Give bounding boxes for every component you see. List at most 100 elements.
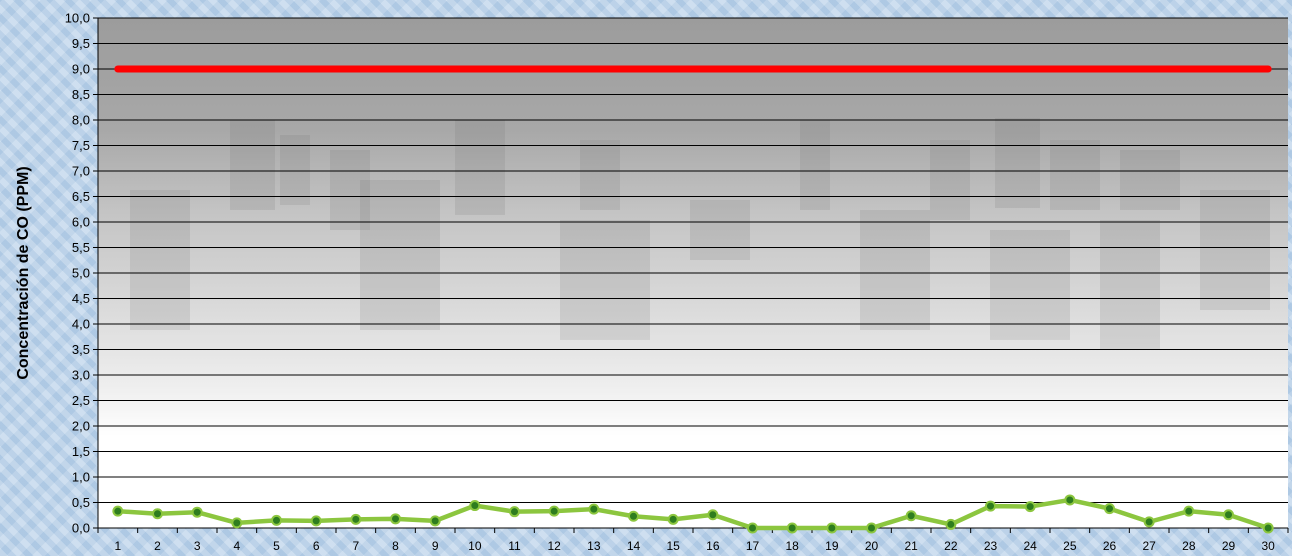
y-tick-label: 5,5	[72, 240, 90, 255]
skyline-building	[1200, 190, 1270, 310]
skyline-building	[455, 120, 505, 215]
skyline-building	[360, 180, 440, 330]
x-tick-label: 29	[1222, 539, 1236, 553]
x-tick-label: 8	[392, 539, 399, 553]
skyline-building	[930, 140, 970, 220]
x-tick-label: 10	[468, 539, 482, 553]
data-point	[231, 517, 243, 529]
y-axis-ticks: 0,0 0,5 1,0 1,5 2,0 2,5 3,0 3,5 4,0 4,5 5,0 5,5 6,0 6…	[65, 11, 99, 536]
data-point	[1262, 522, 1274, 534]
x-tick-label: 21	[904, 539, 918, 553]
x-tick-label: 24	[1023, 539, 1037, 553]
data-point	[429, 515, 441, 527]
y-tick-label: 1,5	[72, 444, 90, 459]
y-tick-label: 6,5	[72, 189, 90, 204]
x-tick-label: 22	[944, 539, 958, 553]
x-tick-label: 26	[1103, 539, 1117, 553]
x-tick-label: 4	[233, 539, 240, 553]
data-point	[548, 505, 560, 517]
skyline-building	[995, 118, 1040, 208]
y-tick-label: 8,0	[72, 113, 90, 128]
data-point	[509, 506, 520, 518]
x-axis-ticks: 1 2 3 4 5 6 7 8 9 10 11 12 13 14 15 16 17 18 19 20 21 22 23 24 2…	[97, 528, 1289, 553]
y-tick-label: 9,0	[72, 62, 90, 77]
data-point	[1143, 516, 1155, 528]
y-tick-label: 4,0	[72, 317, 90, 332]
x-tick-label: 5	[273, 539, 280, 553]
x-tick-label: 13	[587, 539, 601, 553]
data-point	[905, 510, 917, 522]
skyline-building	[800, 120, 830, 210]
y-tick-label: 8,5	[72, 87, 90, 102]
data-point	[1183, 505, 1195, 517]
y-tick-label: 10,0	[65, 11, 90, 26]
y-tick-label: 2,5	[72, 393, 90, 408]
x-tick-label: 14	[627, 539, 641, 553]
data-point	[707, 509, 719, 521]
series-layer	[112, 65, 1274, 534]
x-tick-label: 6	[313, 539, 320, 553]
skyline-building	[280, 135, 310, 205]
data-point	[945, 518, 957, 530]
x-tick-label: 15	[666, 539, 680, 553]
data-point	[1223, 509, 1234, 521]
y-tick-label: 7,5	[72, 138, 90, 153]
skyline-building	[330, 150, 370, 230]
data-point	[667, 513, 679, 525]
y-tick-label: 9,5	[72, 36, 90, 51]
x-tick-label: 27	[1142, 539, 1156, 553]
data-point	[390, 513, 401, 525]
y-tick-label: 3,5	[72, 342, 90, 357]
x-tick-label: 20	[865, 539, 879, 553]
x-tick-label: 25	[1063, 539, 1077, 553]
y-tick-label: 0,0	[72, 521, 90, 536]
gridlines	[98, 17, 1288, 529]
city-skyline-image	[130, 118, 1270, 350]
x-tick-label: 19	[825, 539, 839, 553]
y-tick-label: 4,5	[72, 291, 90, 306]
y-tick-label: 0,5	[72, 495, 90, 510]
skyline-building	[1050, 140, 1100, 210]
series-line-co	[115, 497, 1271, 531]
data-point	[985, 500, 996, 512]
data-point	[866, 522, 877, 534]
y-tick-label: 3,0	[72, 368, 90, 383]
data-point	[588, 503, 600, 515]
data-point	[350, 513, 362, 525]
y-tick-label: 7,0	[72, 164, 90, 179]
data-point	[112, 505, 124, 517]
skyline-building	[580, 140, 620, 210]
data-point	[469, 500, 481, 512]
x-tick-label: 2	[154, 539, 161, 553]
data-point	[786, 522, 798, 534]
x-tick-label: 30	[1261, 539, 1275, 553]
data-point	[1024, 501, 1036, 513]
x-tick-label: 1	[114, 539, 121, 553]
x-tick-label: 18	[785, 539, 799, 553]
y-tick-label: 1,0	[72, 470, 90, 485]
skyline-building	[560, 220, 650, 340]
y-tick-label: 5,0	[72, 266, 90, 281]
y-tick-label: 6,0	[72, 215, 90, 230]
data-point	[191, 506, 203, 518]
skyline-building	[130, 190, 190, 330]
x-tick-label: 16	[706, 539, 720, 553]
x-tick-label: 17	[746, 539, 760, 553]
skyline-building	[1100, 220, 1160, 350]
x-tick-label: 28	[1182, 539, 1196, 553]
y-axis-label: Concentración de CO (PPM)	[15, 166, 32, 379]
data-point	[628, 510, 639, 522]
skyline-building	[230, 120, 275, 210]
x-tick-label: 11	[508, 539, 521, 553]
y-tick-label: 2,0	[72, 419, 90, 434]
x-tick-label: 3	[194, 539, 201, 553]
data-point	[747, 522, 758, 534]
x-tick-label: 9	[432, 539, 439, 553]
data-point	[271, 514, 282, 526]
data-point	[152, 508, 163, 520]
skyline-building	[1120, 150, 1180, 210]
skyline-building	[860, 210, 930, 330]
data-point	[1104, 503, 1115, 515]
